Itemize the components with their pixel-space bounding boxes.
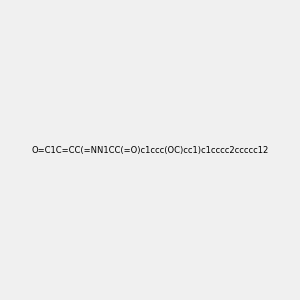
Text: O=C1C=CC(=NN1CC(=O)c1ccc(OC)cc1)c1cccc2ccccc12: O=C1C=CC(=NN1CC(=O)c1ccc(OC)cc1)c1cccc2c… — [32, 146, 268, 154]
